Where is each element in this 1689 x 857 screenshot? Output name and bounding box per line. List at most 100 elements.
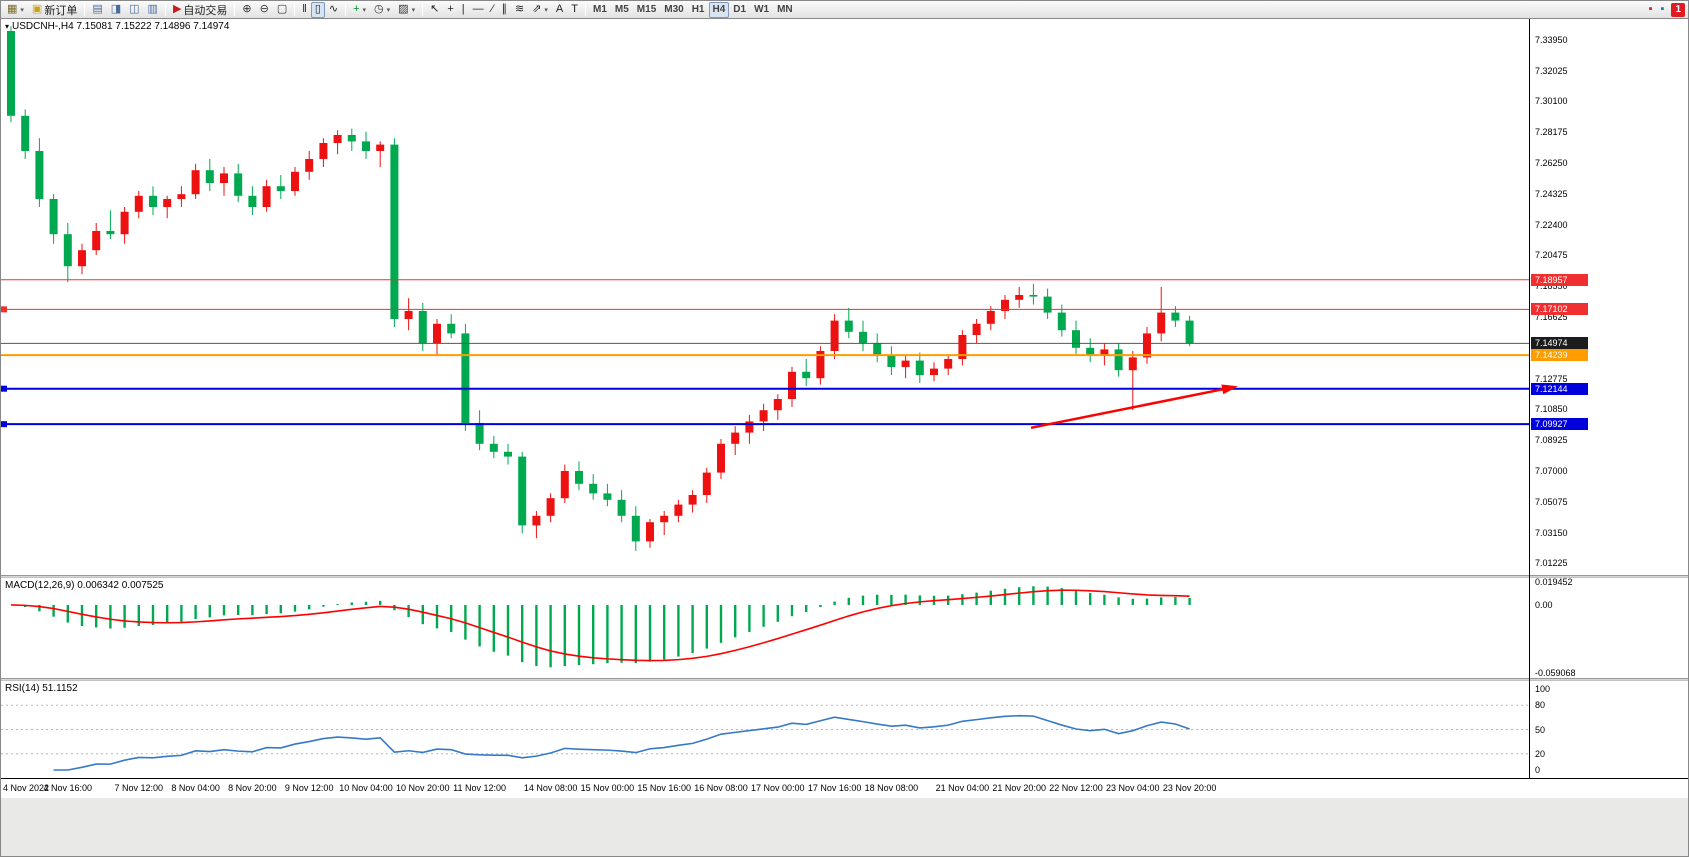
dropdown-caret-icon: ▾ (362, 6, 367, 14)
timeframe-m1[interactable]: M1 (589, 2, 611, 18)
price-chart-panel[interactable]: ▾ USDCNH-,H4 7.15081 7.15222 7.14896 7.1… (1, 19, 1529, 575)
time-axis-label: 21 Nov 20:00 (992, 783, 1046, 793)
price-tick: 7.05075 (1535, 496, 1568, 507)
macd-tick: 0.019452 (1535, 577, 1573, 588)
rsi-chart[interactable] (1, 681, 1529, 778)
trendline-icon: ∕ (491, 3, 494, 15)
timeframe-m1-label: M1 (592, 4, 607, 15)
price-tick: 7.24325 (1535, 188, 1568, 199)
candles-group (7, 26, 1194, 551)
time-axis-label: 10 Nov 20:00 (396, 783, 450, 793)
time-axis-label: 21 Nov 04:00 (935, 783, 990, 793)
templates-button[interactable]: ▨ ▾ (394, 2, 419, 18)
timeframe-h1[interactable]: H1 (688, 2, 709, 18)
line-chart-button[interactable]: ∿ (325, 2, 342, 18)
toolbar: ▦ ▾ ▣ 新订单 ▤ ◨ ◫ ▥ ▶ 自动交易 ⊕ ⊖ ▢ ‖ ▯ ∿ + ▾ ◷ ▾ ▨ ▾ ↖ + | — ∕ ∥ ≋ ⇗ ▾ A T M1… (1, 1, 1688, 19)
rsi-tick: 20 (1535, 748, 1546, 759)
navigator-button[interactable]: ◫ (125, 2, 143, 18)
timeframe-mn[interactable]: MN (773, 2, 797, 18)
notification-badge[interactable]: 1 (1671, 2, 1685, 17)
horizontal-line-button[interactable]: — (469, 2, 488, 18)
market-watch-button[interactable]: ▤ (88, 2, 106, 18)
time-axis-label: 10 Nov 04:00 (339, 783, 393, 793)
timeframe-w1-label: W1 (754, 4, 770, 15)
time-axis-label: 9 Nov 12:00 (284, 783, 334, 793)
news-button[interactable]: ▪ (1645, 2, 1657, 18)
fibonacci-button[interactable]: ≋ (511, 2, 528, 18)
timeframe-w1[interactable]: W1 (750, 2, 773, 18)
rsi-panel[interactable]: RSI(14) 51.1152 (1, 681, 1529, 778)
timeframe-m15[interactable]: M15 (633, 2, 660, 18)
crosshair-icon: + (447, 3, 454, 15)
indicators-icon: + (353, 3, 360, 15)
price-tick: 7.28175 (1535, 127, 1568, 138)
timeframe-d1-label: D1 (733, 4, 747, 15)
tile-windows-button[interactable]: ▢ (273, 2, 291, 18)
candlestick-chart-button[interactable]: ▯ (310, 1, 325, 18)
new-chart-button[interactable]: ▦ ▾ (3, 2, 28, 18)
resistance-line-lower-tag: 7.17102 (1531, 303, 1588, 316)
timeframe-m5[interactable]: M5 (611, 2, 633, 18)
macd-histogram (24, 586, 1191, 668)
channel-icon: ∥ (501, 3, 507, 15)
timeframe-h4[interactable]: H4 (708, 1, 730, 18)
indicators-button[interactable]: + ▾ (349, 2, 370, 18)
support-line-lower-tag: 7.09927 (1531, 418, 1588, 431)
toolbar-separator (345, 3, 347, 16)
zoom-in-button[interactable]: ⊕ (238, 2, 255, 18)
text-label-button[interactable]: T (567, 2, 582, 18)
crosshair-button[interactable]: + (443, 2, 457, 18)
price-tick: 7.07000 (1535, 466, 1568, 476)
timeframe-m15-label: M15 (636, 4, 657, 15)
timeframe-m30[interactable]: M30 (660, 2, 687, 18)
window-status-area (1, 798, 1688, 856)
cursor-button[interactable]: ↖ (426, 2, 443, 18)
bar-chart-button[interactable]: ‖ (298, 2, 311, 18)
hlines-group (1, 279, 1529, 428)
time-axis-label: 18 Nov 08:00 (864, 783, 919, 793)
periods-button[interactable]: ◷ ▾ (370, 2, 394, 18)
price-axis[interactable]: 7.33950 7.32025 7.30100 7.28175 7.26250 7.243… (1529, 19, 1688, 778)
candlestick-chart[interactable] (1, 19, 1529, 575)
panel-splitter[interactable] (1, 575, 1688, 578)
channel-button[interactable]: ∥ (497, 2, 511, 18)
support-line-orange-tag: 7.14239 (1531, 349, 1588, 362)
periods-icon: ◷ (374, 3, 384, 15)
new-order-button[interactable]: ▣ 新订单 (28, 2, 81, 18)
toolbar-separator (584, 3, 586, 16)
vertical-line-button[interactable]: | (458, 2, 469, 18)
macd-chart[interactable] (1, 578, 1529, 678)
time-axis-label: 8 Nov 04:00 (171, 783, 220, 793)
terminal-button[interactable]: ▥ (144, 2, 162, 18)
data-window-icon: ◨ (110, 3, 122, 15)
zoom-out-button[interactable]: ⊖ (256, 2, 273, 18)
time-axis-label: 8 Nov 20:00 (228, 783, 277, 793)
shapes-button[interactable]: ⇗ ▾ (528, 2, 552, 18)
auto-trading-button[interactable]: ▶ 自动交易 (169, 2, 231, 18)
price-tick: 7.22400 (1535, 219, 1568, 230)
text-button[interactable]: A (552, 2, 567, 18)
timeframe-m5-label: M5 (614, 4, 629, 15)
text-icon: A (555, 3, 564, 15)
toolbar-separator (422, 3, 424, 16)
toolbar-separator (294, 3, 296, 16)
auto-trading-button-label: 自动交易 (183, 4, 228, 17)
price-tick: 7.18550 (1535, 281, 1568, 292)
timeframe-d1[interactable]: D1 (729, 2, 750, 18)
chart-area: ▾ USDCNH-,H4 7.15081 7.15222 7.14896 7.1… (1, 19, 1688, 796)
chat-button[interactable]: ▪ (1657, 2, 1669, 18)
time-axis-label: 23 Nov 04:00 (1106, 783, 1160, 793)
templates-icon: ▨ (398, 3, 409, 15)
macd-panel[interactable]: MACD(12,26,9) 0.006342 0.007525 (1, 578, 1529, 678)
price-tick: 7.12775 (1535, 373, 1568, 384)
panel-splitter[interactable] (1, 678, 1688, 681)
time-axis-label: 4 Nov 16:00 (43, 783, 93, 793)
time-axis[interactable]: 4 Nov 2022 4 Nov 16:00 7 Nov 12:00 8 Nov 04… (1, 778, 1688, 796)
trendline-button[interactable]: ∕ (488, 2, 498, 18)
data-window-button[interactable]: ◨ (107, 2, 125, 18)
current-price-line-tag: 7.14974 (1531, 337, 1588, 350)
text-label-icon: T (571, 3, 578, 15)
terminal-icon: ▥ (147, 3, 158, 15)
news-icon: ▪ (1648, 3, 1653, 15)
price-tick: 7.26250 (1535, 158, 1568, 168)
